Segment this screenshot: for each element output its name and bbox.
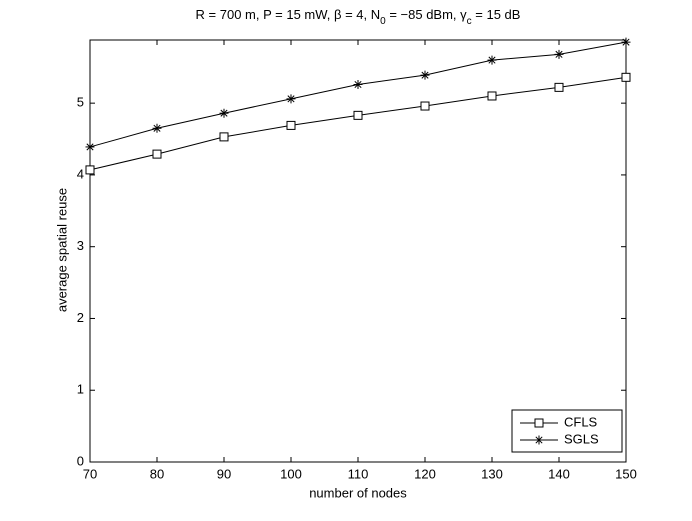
marker-asterisk — [420, 70, 430, 80]
marker-square — [621, 72, 631, 82]
marker-stroke — [153, 124, 161, 132]
marker-stroke — [535, 436, 543, 444]
y-axis-label: average spatial reuse — [54, 188, 69, 312]
marker-stroke — [555, 50, 563, 58]
x-tick-label: 80 — [150, 466, 164, 481]
marker-asterisk — [621, 37, 631, 47]
title-text: = 15 dB — [472, 7, 521, 22]
marker-square — [353, 110, 363, 120]
marker-square — [152, 149, 162, 159]
x-tick-label: 140 — [548, 466, 570, 481]
marker-stroke — [488, 56, 496, 64]
y-tick-label: 4 — [77, 166, 84, 181]
x-tick-label: 100 — [280, 466, 302, 481]
marker-stroke — [622, 38, 630, 46]
x-tick-label: 130 — [481, 466, 503, 481]
x-tick-label: 150 — [615, 466, 637, 481]
marker-asterisk — [554, 49, 564, 59]
chart-title: R = 700 m, P = 15 mW, β = 4, N0 = −85 dB… — [196, 7, 521, 27]
x-tick-label: 70 — [83, 466, 97, 481]
marker-square — [420, 101, 430, 111]
x-axis-label: number of nodes — [309, 485, 407, 500]
marker-asterisk — [286, 94, 296, 104]
marker-square — [286, 120, 296, 130]
y-tick-label: 2 — [77, 310, 84, 325]
marker-asterisk — [353, 79, 363, 89]
title-text: = −85 dBm, γ — [386, 7, 467, 22]
marker-square — [534, 418, 544, 428]
legend-label: SGLS — [564, 431, 599, 446]
y-tick-label: 3 — [77, 238, 84, 253]
title-subscript: c — [467, 16, 472, 27]
y-tick-label: 1 — [77, 382, 84, 397]
marker-stroke — [86, 143, 94, 151]
x-tick-label: 90 — [217, 466, 231, 481]
marker-asterisk — [534, 435, 544, 445]
marker-stroke — [287, 95, 295, 103]
legend-box — [511, 409, 623, 453]
marker-asterisk — [85, 142, 95, 152]
marker-square — [219, 132, 229, 142]
marker-stroke — [354, 80, 362, 89]
marker-asterisk — [487, 55, 497, 65]
marker-square — [487, 91, 497, 101]
x-tick-label: 110 — [348, 466, 369, 481]
marker-asterisk — [219, 108, 229, 118]
marker-asterisk — [152, 123, 162, 133]
y-tick-label: 0 — [77, 453, 84, 468]
marker-square — [85, 165, 95, 175]
y-tick-label: 5 — [77, 95, 84, 110]
x-tick-label: 120 — [414, 466, 436, 481]
legend: CFLS SGLS — [511, 409, 623, 453]
legend-label: CFLS — [564, 414, 598, 429]
title-subscript: 0 — [380, 16, 386, 27]
marker-stroke — [421, 71, 429, 79]
marker-stroke — [220, 109, 228, 117]
marker-square — [554, 82, 564, 92]
title-text: R = 700 m, P = 15 mW, β = 4, N — [196, 7, 381, 22]
